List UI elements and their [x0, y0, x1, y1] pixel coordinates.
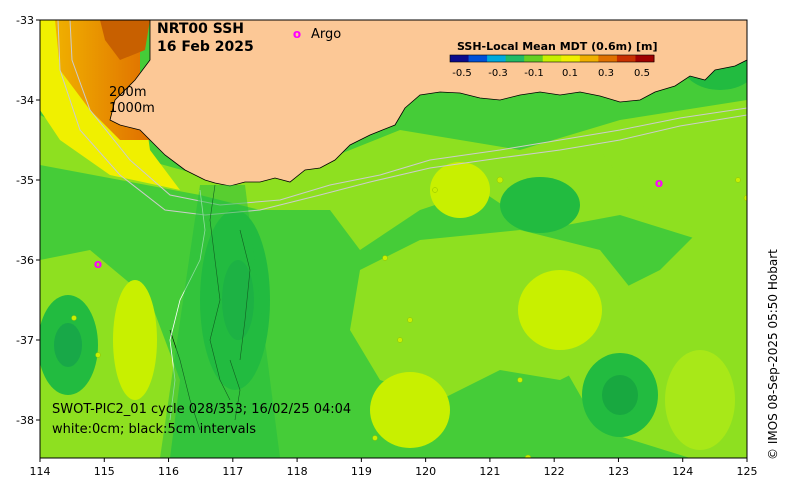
contour-fill-high — [370, 372, 450, 448]
colorbar-swatch — [524, 55, 544, 62]
argo-legend-label: Argo — [311, 27, 341, 42]
colorbar: SSH-Local Mean MDT (0.6m) [m] -0.5 -0.3 -0… — [449, 40, 657, 79]
plot-frame — [39, 19, 748, 459]
y-tick-label: -36 — [16, 254, 34, 267]
swot-swath — [160, 185, 280, 458]
colorbar-tick-label: -0.3 — [488, 68, 508, 79]
colorbar-swatch — [468, 55, 488, 62]
x-tick-label: 124 — [672, 465, 693, 478]
x-tick-label: 115 — [94, 465, 115, 478]
x-tick-label: 119 — [351, 465, 372, 478]
contour-fill-low — [602, 375, 638, 415]
x-tick-label: 121 — [479, 465, 500, 478]
depth-label-200m: 200m — [109, 85, 146, 100]
colorbar-swatch — [635, 55, 655, 62]
contour-fill-high — [518, 270, 602, 350]
colorbar-tick-label: 0.1 — [562, 68, 578, 79]
contour-fill-low — [54, 323, 82, 367]
map-title: NRT00 SSH — [157, 21, 244, 37]
x-tick-label: 122 — [544, 465, 565, 478]
colorbar-tick-label: 0.3 — [598, 68, 614, 79]
y-tick-label: -33 — [16, 14, 34, 27]
contour-fill-coastal-hot — [100, 20, 150, 60]
y-axis-ticks: -33 -34 -35 -36 -37 -38 — [16, 14, 40, 427]
colorbar-swatch — [598, 55, 618, 62]
colorbar-swatches — [450, 55, 655, 62]
isobath-1000m — [57, 20, 747, 216]
colorbar-title: SSH-Local Mean MDT (0.6m) [m] — [457, 40, 657, 53]
isobath-200m — [69, 20, 747, 206]
contour-fill-high — [430, 162, 490, 218]
x-tick-label: 116 — [158, 465, 179, 478]
contour-fill-low — [500, 177, 580, 233]
y-tick-label: -35 — [16, 174, 34, 187]
x-tick-label: 125 — [737, 465, 758, 478]
swot-annotation: SWOT-PIC2_01 cycle 028/353; 16/02/25 04:… — [52, 402, 351, 417]
colorbar-tick-label: -0.1 — [524, 68, 544, 79]
x-tick-label: 120 — [415, 465, 436, 478]
drifter-markers — [71, 176, 747, 458]
colorbar-swatch — [579, 55, 599, 62]
argo-legend-marker: o — [293, 27, 301, 41]
colorbar-swatch — [561, 55, 581, 62]
copyright-credit: © IMOS 08-Sep-2025 05:50 Hobart — [766, 249, 780, 460]
x-axis-ticks: 114 115 116 117 118 119 120 121 122 123 124 125 — [30, 458, 758, 478]
depth-label-1000m: 1000m — [109, 101, 155, 116]
x-tick-label: 123 — [608, 465, 629, 478]
colorbar-swatch — [616, 55, 636, 62]
colorbar-tick-labels: -0.5 -0.3 -0.1 0.1 0.3 0.5 — [452, 68, 650, 79]
x-tick-label: 118 — [287, 465, 308, 478]
contour-fill-high — [113, 280, 157, 400]
colorbar-swatch — [450, 55, 470, 62]
x-tick-label: 114 — [30, 465, 51, 478]
y-tick-label: -37 — [16, 334, 34, 347]
x-tick-label: 117 — [222, 465, 243, 478]
colorbar-swatch — [542, 55, 562, 62]
colorbar-tick-label: 0.5 — [634, 68, 650, 79]
contour-fill-high — [665, 350, 735, 450]
argo-float-marker: o — [655, 176, 663, 190]
colorbar-swatch — [505, 55, 525, 62]
colorbar-tick-label: -0.5 — [452, 68, 472, 79]
y-tick-label: -34 — [16, 94, 34, 107]
argo-float-marker: o — [94, 257, 102, 271]
contour-annotation: white:0cm; black:5cm intervals — [52, 422, 256, 437]
map-date: 16 Feb 2025 — [157, 39, 254, 55]
colorbar-swatch — [487, 55, 507, 62]
y-tick-label: -38 — [16, 414, 34, 427]
ssh-field: o o — [40, 20, 747, 458]
